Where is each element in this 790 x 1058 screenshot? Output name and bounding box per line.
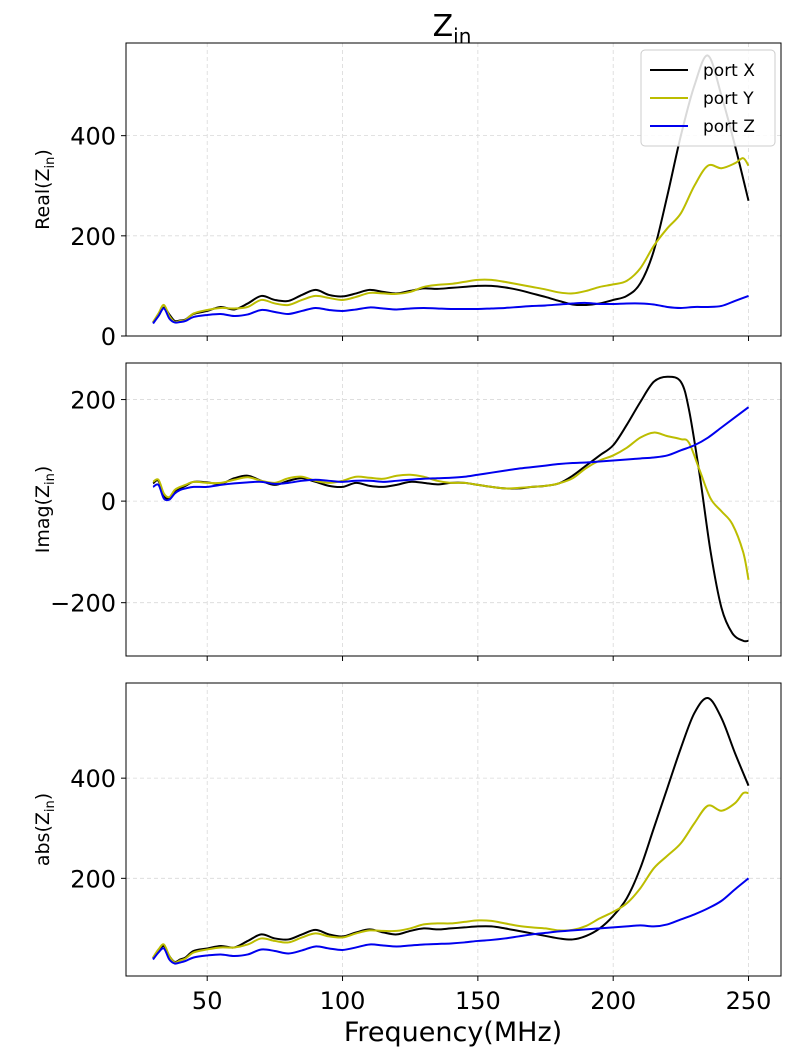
y-tick-label: 400 xyxy=(70,123,116,151)
plot-frame xyxy=(125,362,782,657)
x-tick-label: 100 xyxy=(320,987,366,1015)
y-tick-label: 0 xyxy=(101,323,116,351)
y-tick-label: 200 xyxy=(70,223,116,251)
legend-box xyxy=(640,49,776,147)
subplot-1: 0 200 400 Real(Zin) port X port Y port Z xyxy=(32,42,782,351)
x-tick-label: 50 xyxy=(192,987,223,1015)
y-tick-label: 200 xyxy=(70,865,116,893)
subplot-2: −200 0 200 Imag(Zin) xyxy=(32,362,782,661)
y-axis-label: abs(Zin) xyxy=(32,793,58,866)
x-tick-label: 150 xyxy=(455,987,501,1015)
x-axis-label: Frequency(MHz) xyxy=(344,1017,562,1048)
series-line-port-y xyxy=(152,431,750,581)
subplot-3: 50 100 150 200 250 200 400 abs(Zin) xyxy=(32,682,782,1015)
series-line-port-y xyxy=(152,791,749,964)
series-line-port-y xyxy=(152,157,750,324)
series-line-port-z xyxy=(152,877,750,965)
y-tick-label: 400 xyxy=(70,765,116,793)
y-axis-label: Real(Zin) xyxy=(32,149,58,230)
y-tick-label: 0 xyxy=(101,488,116,516)
series-line-port-z xyxy=(152,406,750,502)
series-line-port-x xyxy=(152,375,749,643)
plot-frame xyxy=(125,42,782,337)
x-tick-label: 200 xyxy=(590,987,636,1015)
legend-label: port Z xyxy=(703,117,755,137)
series-line-port-z xyxy=(152,294,749,325)
legend-label: port Y xyxy=(703,89,754,109)
x-tick-label: 250 xyxy=(726,987,772,1015)
legend: port X port Y port Z xyxy=(640,49,776,147)
y-tick-label: −200 xyxy=(50,590,116,618)
plot-frame xyxy=(125,682,782,977)
legend-label: port X xyxy=(703,61,755,81)
y-tick-label: 200 xyxy=(70,387,116,415)
subplot-panels: 0 200 400 Real(Zin) port X port Y port Z −200 0 2… xyxy=(32,42,782,1015)
figure-title: Zin xyxy=(433,9,472,48)
y-axis-label: Imag(Zin) xyxy=(32,466,58,554)
